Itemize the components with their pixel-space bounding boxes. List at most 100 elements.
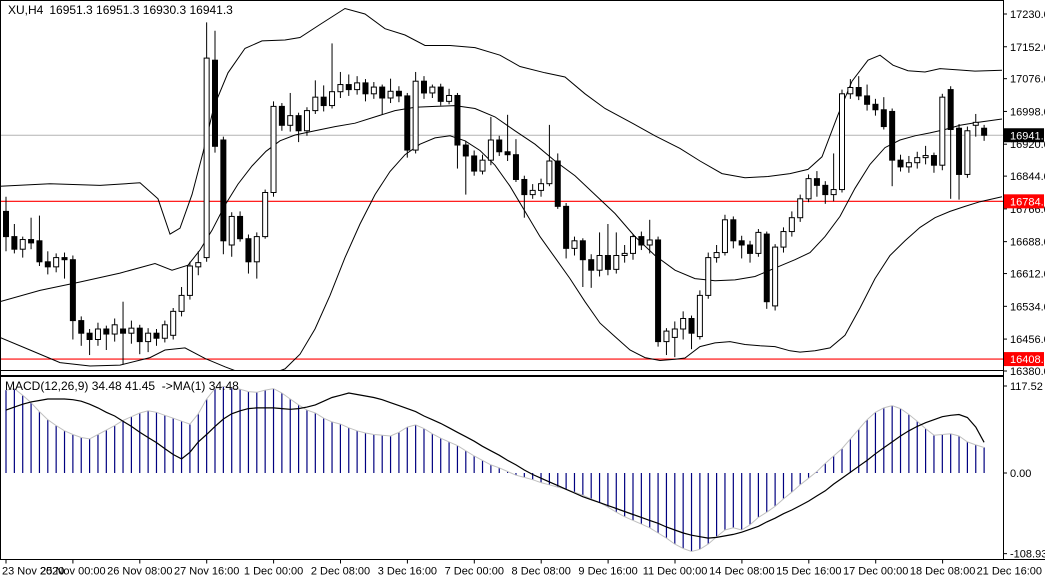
candle xyxy=(120,328,127,334)
candle xyxy=(212,59,218,147)
candle xyxy=(354,82,361,91)
candle xyxy=(930,155,937,166)
macd-tick-label: 0.00 xyxy=(1010,468,1031,480)
level-badge-text: 16408.4 xyxy=(1010,354,1045,366)
candle xyxy=(563,205,570,249)
candle xyxy=(61,257,68,261)
macd-tick-label: 117.52 xyxy=(1010,381,1043,393)
candle xyxy=(956,127,963,175)
time-tick-label: 14 Dec 08:00 xyxy=(709,566,774,578)
candle xyxy=(663,330,670,343)
price-tick-label: 17152.0 xyxy=(1010,42,1045,54)
candle xyxy=(864,95,871,105)
candle xyxy=(295,115,302,132)
candle xyxy=(404,95,411,151)
time-tick-label: 8 Dec 08:00 xyxy=(512,566,571,578)
candle xyxy=(103,328,110,335)
candle xyxy=(671,328,678,338)
candle xyxy=(847,87,854,95)
candle xyxy=(905,162,912,168)
price-tick-label: 17076.0 xyxy=(1010,74,1045,86)
price-tick-label: 16534.0 xyxy=(1010,301,1045,313)
candle xyxy=(680,318,687,330)
time-tick-label: 27 Nov 16:00 xyxy=(174,566,239,578)
candle xyxy=(345,84,352,91)
candlesticks-layer xyxy=(3,22,988,365)
candle xyxy=(496,139,503,153)
candle xyxy=(479,159,486,172)
candle xyxy=(939,96,946,166)
candle xyxy=(763,233,770,303)
candle xyxy=(44,261,51,268)
time-tick-label: 7 Dec 00:00 xyxy=(445,566,504,578)
candle xyxy=(805,178,812,200)
candle xyxy=(830,189,837,196)
candle xyxy=(972,121,979,126)
candle xyxy=(947,89,954,130)
price-axis-labels: 17230.017152.017076.016998.016920.016844… xyxy=(1003,9,1045,378)
price-tick-label: 16380.0 xyxy=(1010,366,1045,378)
time-tick-label: 17 Dec 00:00 xyxy=(843,566,908,578)
candle xyxy=(721,219,728,254)
candle xyxy=(604,255,611,270)
current-price-badge xyxy=(1004,128,1044,143)
candle xyxy=(178,294,185,312)
candle xyxy=(237,215,244,240)
candle xyxy=(638,236,645,246)
price-axis[interactable] xyxy=(1003,0,1045,560)
candle xyxy=(429,86,436,94)
macd-main-line xyxy=(5,385,985,553)
time-tick-label: 9 Dec 16:00 xyxy=(578,566,637,578)
candle xyxy=(588,259,595,271)
price-tick-label: 16688.0 xyxy=(1010,237,1045,249)
macd-panel[interactable] xyxy=(5,385,985,553)
panel-splitter[interactable] xyxy=(0,375,1003,377)
candle xyxy=(713,252,720,259)
candle xyxy=(688,318,695,334)
candle xyxy=(780,231,787,248)
candle xyxy=(529,189,536,196)
candle xyxy=(228,215,235,246)
main-price-panel[interactable] xyxy=(0,7,1003,377)
candle xyxy=(813,178,820,186)
time-axis[interactable] xyxy=(0,559,1045,583)
candle xyxy=(880,109,887,128)
candle xyxy=(153,332,160,339)
time-tick-label: 25 Nov 00:00 xyxy=(40,566,105,578)
candle xyxy=(738,240,745,246)
candle xyxy=(613,255,620,270)
candle xyxy=(554,160,561,207)
price-tick-label: 17230.0 xyxy=(1010,9,1045,21)
candle xyxy=(446,94,453,102)
candle xyxy=(839,93,845,191)
candle xyxy=(170,310,177,336)
macd-indicator-label: MACD(12,26,9) 34.48 41.45 ->MA(1) 34.48 xyxy=(5,379,239,393)
candle xyxy=(571,240,578,249)
candle xyxy=(245,238,252,263)
candle xyxy=(270,105,277,193)
bollinger-lower-line xyxy=(0,135,1003,371)
candle xyxy=(521,178,528,196)
macd-axis-labels: 117.52 0.00 -108.93 xyxy=(1003,381,1045,561)
candle xyxy=(69,259,76,322)
current-price-badge-text: 16941.3 xyxy=(1010,130,1045,142)
time-tick-label: 2 Dec 08:00 xyxy=(311,566,370,578)
candle xyxy=(546,160,553,185)
time-tick-label: 3 Dec 16:00 xyxy=(378,566,437,578)
candle xyxy=(981,127,988,136)
candle xyxy=(655,239,662,343)
candle xyxy=(922,155,929,159)
candle xyxy=(872,103,879,111)
candle xyxy=(387,90,394,99)
candle xyxy=(772,246,779,307)
candle xyxy=(161,324,168,339)
candle xyxy=(195,262,202,268)
candle xyxy=(487,139,494,161)
candle xyxy=(337,84,344,93)
candle xyxy=(621,252,628,256)
candle xyxy=(538,183,545,191)
candle xyxy=(320,96,327,107)
price-tick-label: 16844.0 xyxy=(1010,171,1045,183)
candle xyxy=(253,236,260,263)
